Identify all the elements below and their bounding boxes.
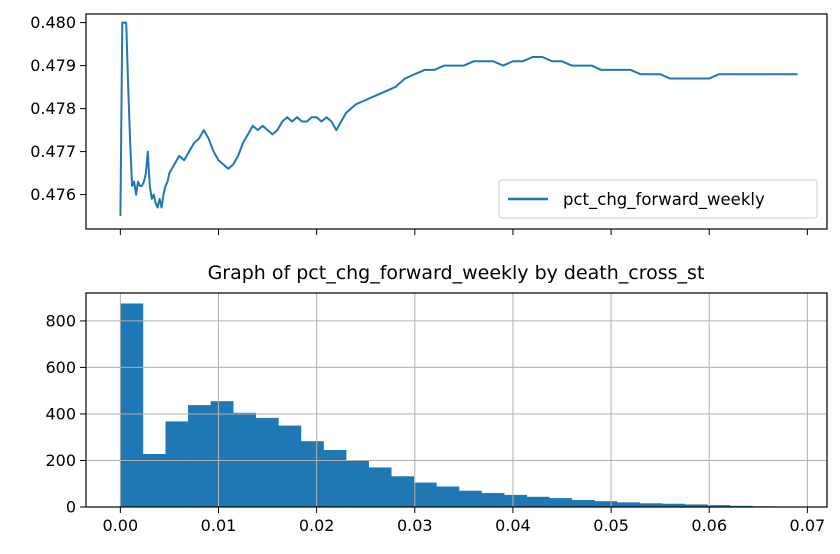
line-y-tick-label: 0.478 [30,99,76,118]
line-chart: 0.476 0.477 0.478 0.479 0.480 pct_chg_forwar… [30,13,828,235]
histogram-bar [639,503,663,507]
histogram-x-tick-label: 0.06 [691,516,727,535]
histogram-bar [210,401,234,507]
histogram-x-tick-label: 0.00 [103,516,139,535]
line-y-axis: 0.476 0.477 0.478 0.479 0.480 [30,13,86,204]
histogram-x-tick-label: 0.02 [299,516,335,535]
histogram-bar [616,502,640,507]
line-axes-frame [85,13,828,230]
histogram-x-tick-label: 0.03 [397,516,433,535]
histogram-y-tick-label: 0 [66,498,76,517]
histogram-y-tick-label: 600 [45,358,76,377]
histogram-bar [142,453,166,507]
histogram-x-tick-label: 0.04 [495,516,531,535]
line-y-tick-label: 0.476 [30,185,76,204]
histogram-bar [165,421,189,507]
histogram-bar [684,504,708,507]
line-y-tick-label: 0.480 [30,13,76,32]
legend-label: pct_chg_forward_weekly [563,190,765,210]
histogram-bars [120,303,798,507]
histogram-bar [707,505,731,507]
histogram-bar [188,405,211,507]
histogram-bar [368,467,392,507]
histogram-bar [549,498,573,507]
histogram-bar [300,441,324,507]
histogram-bar [413,482,437,507]
histogram-y-tick-label: 200 [45,451,76,470]
histogram-title: Graph of pct_chg_forward_weekly by death… [208,262,705,284]
line-plot-area [119,21,798,217]
histogram-bar [233,412,257,507]
histogram-bar [255,417,279,507]
histogram-bar [504,494,527,507]
legend: pct_chg_forward_weekly [498,179,818,219]
histogram-bar [662,503,685,507]
histogram-bar [391,476,415,507]
histogram-axes-frame [85,292,828,508]
histogram-bar [323,450,347,507]
legend-box [498,179,818,219]
histogram-x-tick-label: 0.01 [201,516,237,535]
histogram-bar [481,493,505,507]
histogram-y-tick-label: 400 [45,404,76,423]
histogram-bar [571,500,595,507]
histogram-bar [436,486,460,507]
line-y-tick-label: 0.479 [30,56,76,75]
histogram-bar [594,501,618,507]
histogram-chart: Graph of pct_chg_forward_weekly by death… [45,262,828,535]
line-x-axis [119,229,808,235]
histogram-x-tick-label: 0.05 [593,516,629,535]
histogram-y-axis: 0 200 400 600 800 [45,311,86,517]
line-series-pct_chg_forward_weekly [119,21,798,217]
histogram-bar [526,496,550,507]
line-y-tick-label: 0.477 [30,142,76,161]
histogram-bar [120,303,144,507]
histogram-bar [278,425,302,507]
histogram-x-axis: 0.00 0.01 0.02 0.03 0.04 0.05 0.06 0.07 [103,507,826,535]
histogram-y-tick-label: 800 [45,311,76,330]
histogram-x-tick-label: 0.07 [790,516,826,535]
histogram-bar [346,460,369,507]
histogram-bar [458,490,482,507]
